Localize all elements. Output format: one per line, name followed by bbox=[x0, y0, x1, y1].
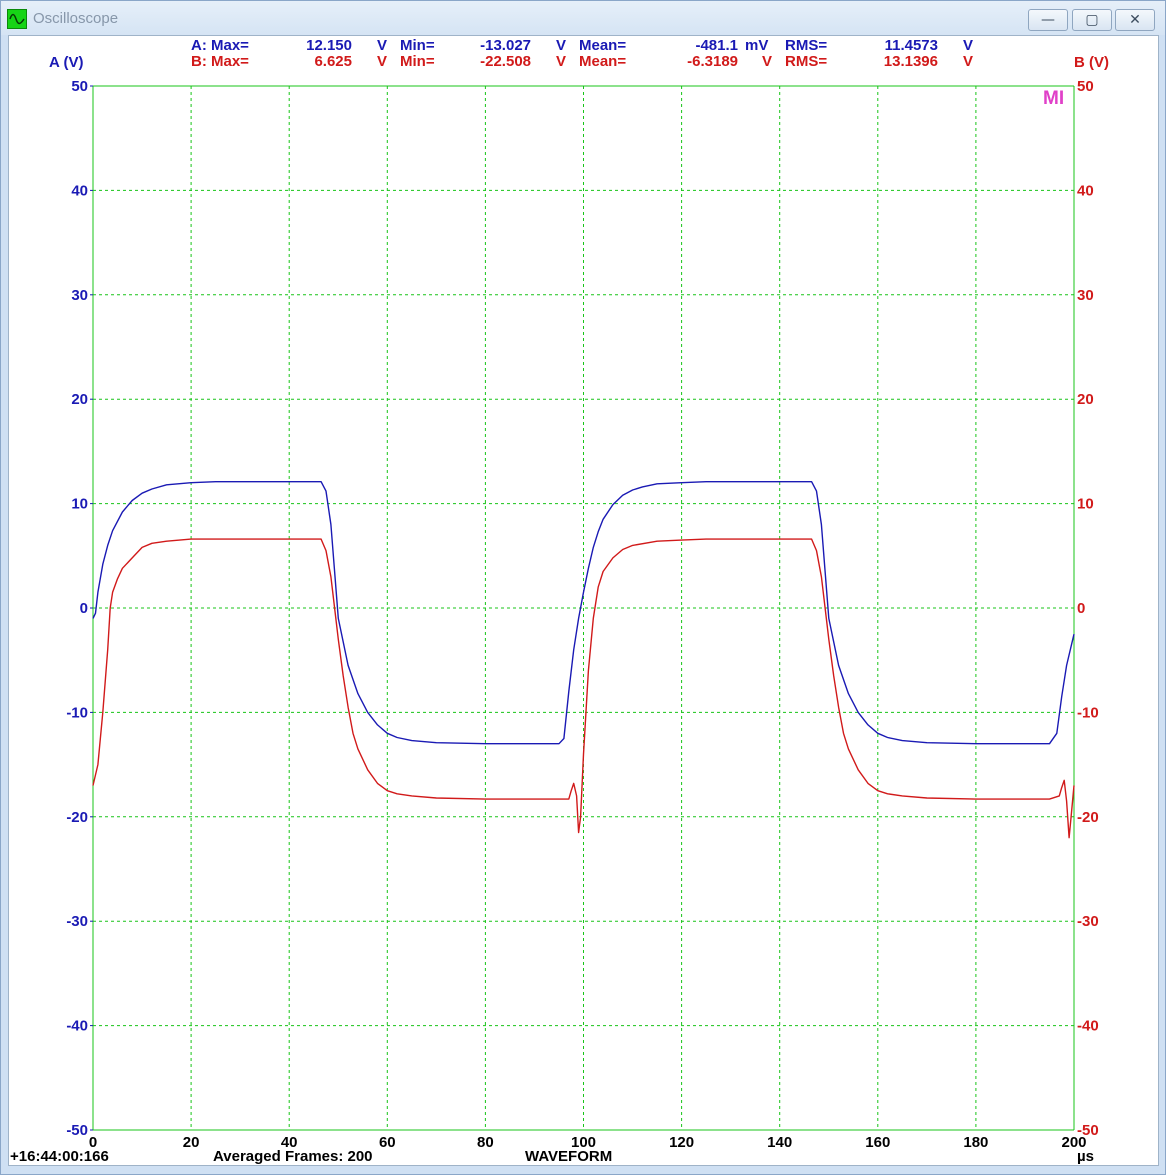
a-mean-value: -481.1 bbox=[695, 37, 738, 54]
b-rms-value: 13.1396 bbox=[884, 53, 938, 70]
x-tick-label: 120 bbox=[669, 1134, 694, 1151]
b-mean-value: -6.3189 bbox=[687, 53, 738, 70]
right-tick-label: -30 bbox=[1077, 913, 1099, 930]
right-tick-label: -20 bbox=[1077, 809, 1099, 826]
x-tick-label: 80 bbox=[477, 1134, 494, 1151]
left-tick-label: 30 bbox=[71, 287, 88, 304]
a-max-value: 12.150 bbox=[306, 37, 352, 54]
a-max-unit: V bbox=[377, 37, 387, 54]
x-tick-label: 0 bbox=[89, 1134, 97, 1151]
right-tick-label: 10 bbox=[1077, 496, 1094, 513]
left-tick-label: -30 bbox=[66, 913, 88, 930]
maximize-button[interactable]: ▢ bbox=[1072, 9, 1112, 31]
timestamp: +16:44:00:166 bbox=[10, 1148, 109, 1165]
left-tick-label: -50 bbox=[66, 1122, 88, 1139]
x-tick-label: 200 bbox=[1061, 1134, 1086, 1151]
minimize-button[interactable]: — bbox=[1028, 9, 1068, 31]
a-min-value: -13.027 bbox=[480, 37, 531, 54]
a-rms-value: 11.4573 bbox=[885, 37, 938, 54]
a-max-label: A: Max= bbox=[191, 37, 249, 54]
right-tick-label: -50 bbox=[1077, 1122, 1099, 1139]
x-tick-label: 100 bbox=[571, 1134, 596, 1151]
a-mean-label: Mean= bbox=[579, 37, 626, 54]
a-min-label: Min= bbox=[400, 37, 435, 54]
b-min-label: Min= bbox=[400, 53, 435, 70]
close-button[interactable]: ✕ bbox=[1115, 9, 1155, 31]
traces bbox=[92, 481, 1075, 839]
right-axis-label: B (V) bbox=[1074, 54, 1109, 71]
left-tick-label: 20 bbox=[71, 391, 88, 408]
scope-display: A: Max= 12.150 V Min= -13.027 V Mean= -4… bbox=[8, 35, 1159, 1166]
b-min-unit: V bbox=[556, 53, 566, 70]
left-tick-label: -20 bbox=[66, 809, 88, 826]
a-rms-unit: V bbox=[963, 37, 973, 54]
x-tick-label: 40 bbox=[281, 1134, 298, 1151]
averaged-frames: Averaged Frames: 200 bbox=[213, 1148, 373, 1165]
a-rms-label: RMS= bbox=[785, 37, 827, 54]
right-tick-label: 40 bbox=[1077, 182, 1094, 199]
right-tick-label: -40 bbox=[1077, 1018, 1099, 1035]
right-axis-ticks: 50 40 30 20 10 0 -10 -20 -30 -40 -50 bbox=[1077, 78, 1099, 1139]
left-tick-label: 40 bbox=[71, 182, 88, 199]
b-rms-unit: V bbox=[963, 53, 973, 70]
right-tick-label: 50 bbox=[1077, 78, 1094, 95]
left-tick-label: 10 bbox=[71, 496, 88, 513]
measurement-row-b: B: Max= 6.625 V Min= -22.508 V Mean= -6.… bbox=[191, 53, 973, 70]
b-mean-label: Mean= bbox=[579, 53, 626, 70]
x-axis-ticks: 0 20 40 60 80 100 120 140 160 180 200 bbox=[89, 1134, 1087, 1151]
x-tick-label: 140 bbox=[767, 1134, 792, 1151]
a-mean-unit: mV bbox=[745, 37, 768, 54]
measurement-row-a: A: Max= 12.150 V Min= -13.027 V Mean= -4… bbox=[191, 37, 973, 54]
trace-a bbox=[92, 481, 1075, 745]
window-title: Oscilloscope bbox=[33, 10, 119, 27]
b-max-label: B: Max= bbox=[191, 53, 249, 70]
left-axis-label: A (V) bbox=[49, 54, 83, 71]
x-tick-label: 60 bbox=[379, 1134, 396, 1151]
marker-label: MI bbox=[1043, 88, 1064, 109]
right-tick-label: 20 bbox=[1077, 391, 1094, 408]
a-min-unit: V bbox=[556, 37, 566, 54]
b-max-value: 6.625 bbox=[314, 53, 352, 70]
trace-b bbox=[92, 538, 1075, 839]
oscilloscope-app-icon bbox=[7, 9, 27, 29]
left-axis-ticks: 50 40 30 20 10 0 -10 -20 -30 -40 -50 bbox=[66, 78, 93, 1139]
left-tick-label: 50 bbox=[71, 78, 88, 95]
left-tick-label: -10 bbox=[66, 704, 88, 721]
b-rms-label: RMS= bbox=[785, 53, 827, 70]
b-max-unit: V bbox=[377, 53, 387, 70]
right-tick-label: 30 bbox=[1077, 287, 1094, 304]
x-tick-label: 20 bbox=[183, 1134, 200, 1151]
b-min-value: -22.508 bbox=[480, 53, 531, 70]
x-axis-unit: µs bbox=[1077, 1148, 1094, 1165]
right-tick-label: 0 bbox=[1077, 600, 1085, 617]
scope-chart: A: Max= 12.150 V Min= -13.027 V Mean= -4… bbox=[10, 37, 1109, 1165]
b-mean-unit: V bbox=[762, 53, 772, 70]
x-tick-label: 160 bbox=[865, 1134, 890, 1151]
left-tick-label: 0 bbox=[80, 600, 88, 617]
title-bar[interactable]: Oscilloscope — ▢ ✕ bbox=[1, 1, 1165, 35]
left-tick-label: -40 bbox=[66, 1018, 88, 1035]
grid bbox=[92, 85, 1075, 1131]
display-mode: WAVEFORM bbox=[525, 1148, 612, 1165]
right-tick-label: -10 bbox=[1077, 704, 1099, 721]
x-tick-label: 180 bbox=[963, 1134, 988, 1151]
